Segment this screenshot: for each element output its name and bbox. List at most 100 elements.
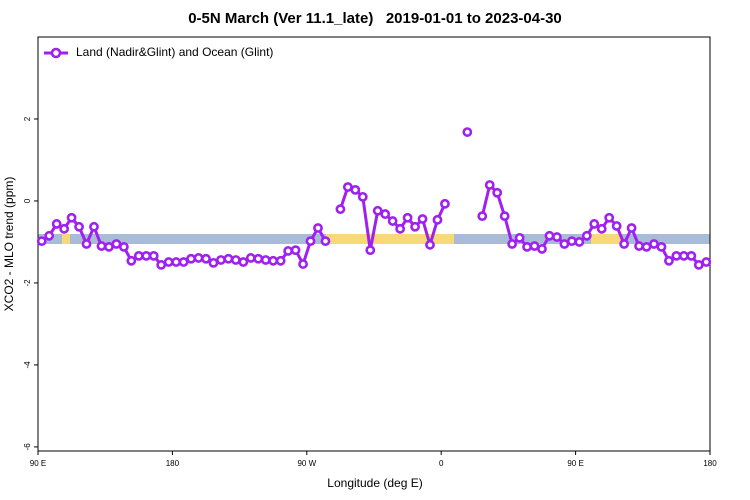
data-point: [425, 239, 435, 250]
data-point: [208, 257, 219, 268]
data-point: [671, 250, 682, 261]
data-point: [492, 187, 503, 198]
legend-marker: [50, 47, 62, 59]
x-axis-label: Longitude (deg E): [327, 476, 422, 490]
data-point: [529, 241, 540, 251]
data-point: [238, 257, 249, 267]
data-point: [440, 198, 450, 209]
data-point: [350, 184, 361, 195]
data-point: [552, 232, 562, 242]
data-point: [484, 180, 495, 190]
data-point: [365, 245, 376, 256]
data-point: [387, 216, 398, 226]
data-point: [133, 250, 144, 261]
data-point: [402, 212, 413, 223]
data-point: [118, 241, 129, 252]
data-point: [126, 255, 137, 266]
data-point: [372, 205, 383, 216]
data-point: [596, 223, 607, 234]
data-point: [544, 230, 555, 241]
data-point: [268, 255, 279, 266]
data-point: [701, 257, 712, 267]
data-point: [462, 127, 473, 137]
legend-label: Land (Nadir&Glint) and Ocean (Glint): [76, 45, 273, 59]
data-point: [499, 211, 510, 222]
data-point: [537, 244, 547, 254]
land-band: [591, 234, 621, 244]
surface-band: [38, 234, 710, 244]
x-tick-label: 0: [439, 459, 444, 468]
data-point: [66, 212, 77, 223]
data-point: [74, 221, 84, 232]
data-point: [230, 255, 241, 265]
data-point: [559, 239, 570, 249]
data-point: [342, 182, 353, 192]
x-tick-label: 90 E: [30, 459, 46, 468]
y-tick-label: 2: [23, 116, 32, 121]
data-point: [44, 230, 55, 241]
data-point: [581, 230, 592, 241]
data-point: [104, 241, 114, 252]
y-axis-label: XCO2 - MLO trend (ppm): [2, 177, 16, 312]
data-point: [320, 236, 331, 247]
x-tick-label: 90 W: [297, 459, 316, 468]
data-point: [275, 255, 286, 266]
data-point: [283, 246, 294, 256]
y-tick-label: -4: [23, 361, 32, 369]
data-point: [148, 250, 159, 261]
data-point: [656, 241, 667, 252]
data-point: [298, 259, 308, 269]
data-point: [611, 221, 622, 231]
data-point: [410, 221, 420, 232]
data-point: [619, 239, 630, 249]
data-point: [216, 255, 226, 265]
data-point: [395, 223, 406, 234]
data-point: [678, 250, 689, 261]
data-point: [81, 239, 92, 249]
data-point: [693, 260, 704, 270]
x-tick-label: 90 E: [567, 459, 583, 468]
data-point: [566, 236, 577, 247]
chart-title: 0-5N March (Ver 11.1_late) 2019-01-01 to…: [188, 10, 562, 27]
y-tick-label: 0: [23, 198, 32, 203]
data-point: [357, 191, 368, 202]
data-point: [223, 253, 234, 264]
x-tick-label: 180: [166, 459, 180, 468]
y-tick-label: -6: [23, 443, 32, 451]
data-point: [604, 212, 615, 223]
data-point: [634, 241, 644, 251]
data-point: [186, 253, 196, 264]
data-point: [96, 241, 107, 251]
data-point: [514, 232, 525, 243]
data-point: [51, 219, 62, 229]
data-point: [245, 253, 256, 263]
data-point: [171, 257, 182, 267]
data-point: [335, 204, 346, 215]
data-point: [193, 253, 204, 263]
data-point: [664, 255, 674, 266]
data-point: [380, 209, 391, 219]
data-point: [111, 239, 122, 249]
data-point: [290, 245, 301, 256]
data-point: [313, 223, 323, 233]
data-point: [201, 253, 211, 264]
data-point: [522, 241, 532, 252]
data-point: [477, 211, 488, 222]
data-point: [432, 214, 443, 225]
data-point: [253, 253, 264, 264]
x-tick-label: 180: [703, 459, 717, 468]
data-point: [641, 241, 652, 252]
data-point: [89, 221, 99, 232]
data-point: [574, 237, 585, 247]
data-point: [163, 257, 174, 267]
data-point: [156, 260, 167, 270]
data-point: [589, 219, 600, 229]
data-point: [260, 255, 271, 265]
data-point: [36, 236, 47, 247]
y-tick-label: -2: [23, 279, 32, 287]
data-point: [626, 223, 637, 233]
data-point: [141, 250, 152, 261]
data-point: [649, 239, 659, 249]
data-point: [507, 239, 518, 249]
